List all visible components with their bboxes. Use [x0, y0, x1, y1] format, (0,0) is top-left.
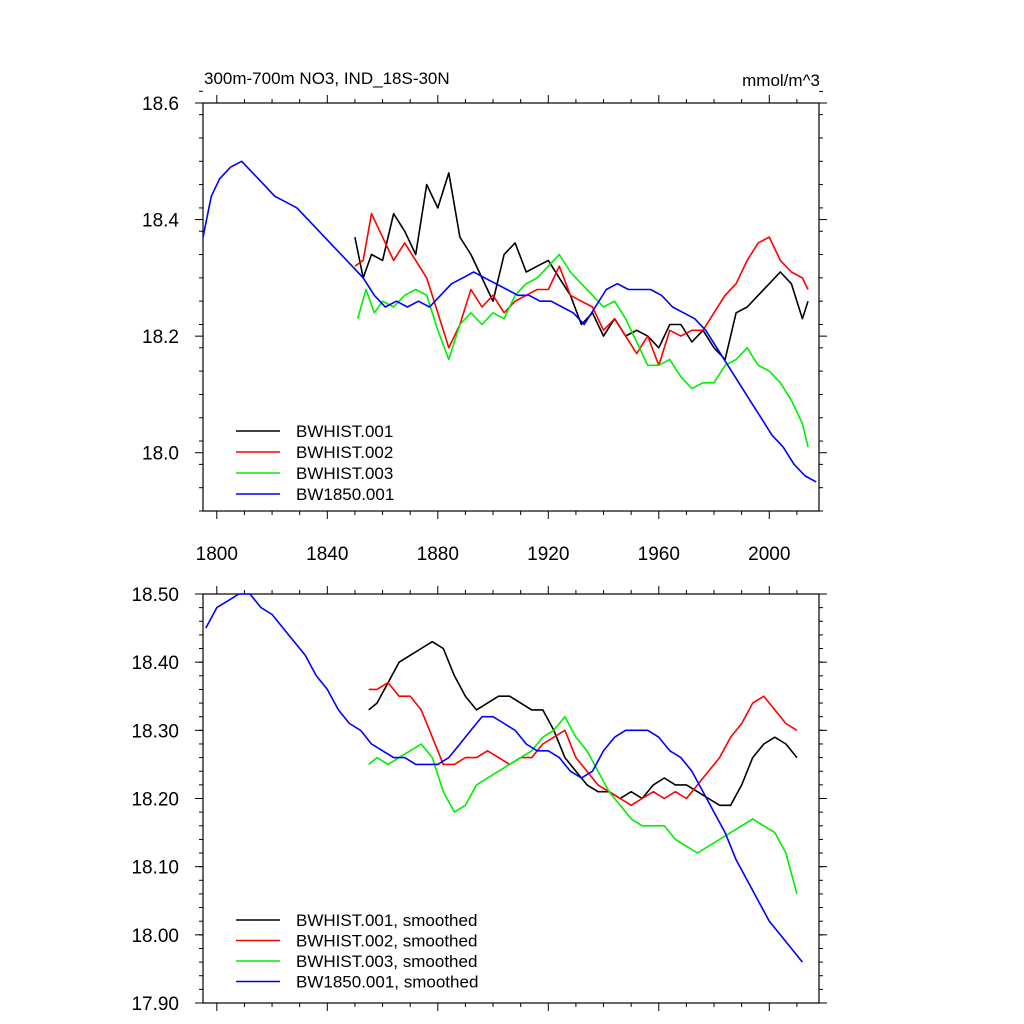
top-panel: 1800 1840 1880 1920 1960 2000 18.0 18.2 18.4 18.6… [142, 90, 827, 565]
x-tick-label: 1920 [527, 544, 569, 565]
plot-frame [202, 102, 820, 512]
y-tick-label: 18.4 [142, 211, 179, 232]
y-tick-label: 18.50 [131, 585, 179, 606]
legend-label: BWHIST.001, smoothed [296, 911, 477, 930]
legend-label: BWHIST.002, smoothed [296, 932, 477, 951]
legend-label: BWHIST.001 [296, 422, 393, 441]
y-tick-label: 17.90 [131, 994, 179, 1015]
legend-label: BWHIST.003, smoothed [296, 952, 477, 971]
bottom-panel: 17.90 18.00 18.10 18.20 18.30 18.40 18.50 BWHIS… [131, 585, 827, 1015]
legend-label: BWHIST.002 [296, 443, 393, 462]
y-tick-label: 18.30 [131, 721, 179, 742]
legend-label: BW1850.001, smoothed [296, 973, 478, 992]
series-line [354, 212, 809, 367]
legend-label: BW1850.001 [296, 485, 394, 504]
x-tick-label: 1960 [638, 544, 680, 565]
y-tick-label: 18.6 [142, 94, 179, 115]
chart-title: 300m-700m NO3, IND_18S-30N [204, 69, 450, 88]
series-line [368, 640, 798, 807]
y-tick-label: 18.20 [131, 790, 179, 811]
series-line [368, 715, 798, 895]
series-line [354, 172, 809, 361]
units-label: mmol/m^3 [742, 71, 820, 90]
y-tick-label: 18.40 [131, 653, 179, 674]
series-line [368, 681, 798, 807]
y-tick-label: 18.00 [131, 926, 179, 947]
x-tick-label: 1800 [196, 544, 238, 565]
series-line [356, 253, 809, 448]
series-line [205, 593, 804, 963]
x-tick-label: 1840 [306, 544, 348, 565]
y-tick-label: 18.10 [131, 858, 179, 879]
y-tick-label: 18.0 [142, 444, 179, 465]
legend-label: BWHIST.003 [296, 464, 393, 483]
x-tick-label: 1880 [417, 544, 459, 565]
y-tick-label: 18.2 [142, 327, 179, 348]
x-tick-label: 2000 [748, 544, 790, 565]
series-line [202, 160, 817, 483]
